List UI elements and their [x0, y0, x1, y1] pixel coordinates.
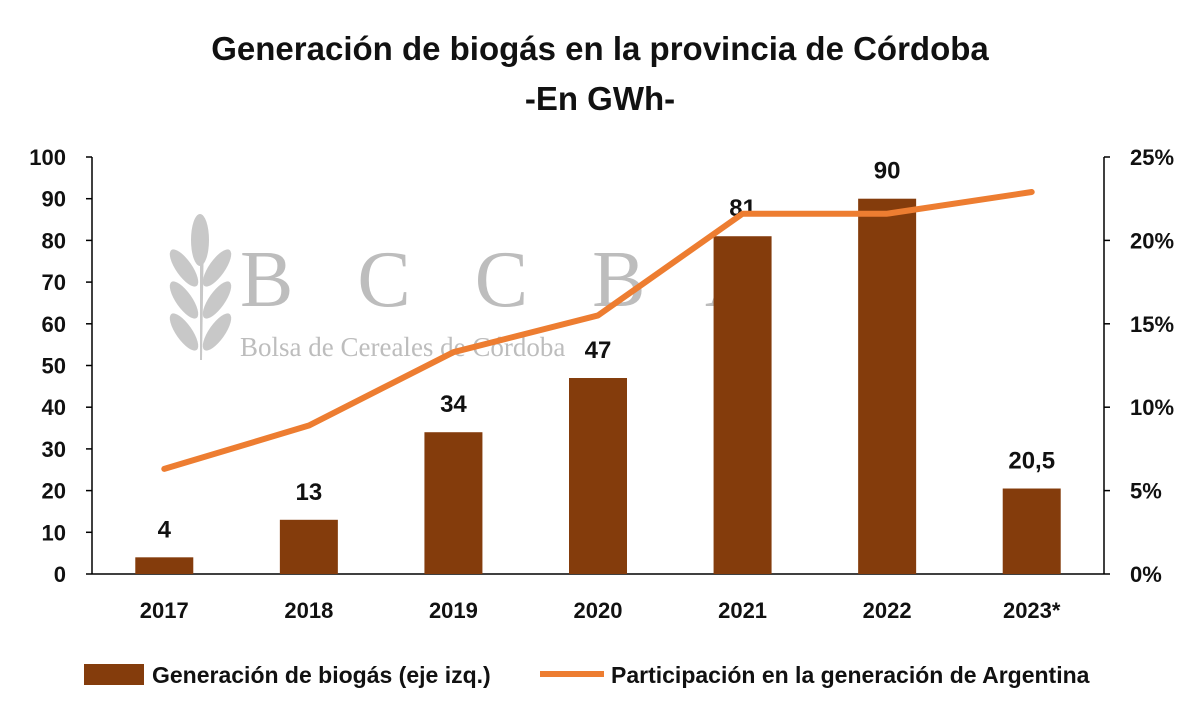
right-axis-tick-label: 0%: [1130, 562, 1162, 587]
x-axis-tick-label: 2018: [284, 598, 333, 623]
legend-label-line: Participación en la generación de Argent…: [611, 662, 1090, 688]
left-axis-tick-label: 40: [42, 395, 66, 420]
left-axis-tick-label: 90: [42, 187, 66, 212]
x-axis-tick-label: 2021: [718, 598, 767, 623]
left-axis-tick-label: 100: [29, 145, 66, 170]
legend-label-bars: Generación de biogás (eje izq.): [152, 662, 491, 688]
left-axis-tick-label: 80: [42, 228, 66, 253]
x-axis-tick-label: 2020: [574, 598, 623, 623]
right-axis-tick-label: 15%: [1130, 312, 1174, 337]
bar-2019: [424, 432, 483, 574]
right-axis-tick-label: 5%: [1130, 479, 1162, 504]
x-axis-tick-label: 2022: [863, 598, 912, 623]
watermark-name: B C C B A: [240, 236, 785, 324]
bar-2021: [713, 236, 772, 575]
left-axis-tick-label: 10: [42, 520, 66, 545]
watermark-logo: B C C B A Bolsa de Cereales de Córdoba: [169, 214, 785, 362]
chart-title: Generación de biogás en la provincia de …: [211, 30, 989, 67]
x-axis-tick-label: 2017: [140, 598, 189, 623]
bar-2020: [569, 378, 627, 574]
bar-2022: [858, 198, 917, 574]
left-axis-tick-label: 70: [42, 270, 66, 295]
chart-subtitle: -En GWh-: [524, 80, 676, 117]
right-axis-tick-label: 10%: [1130, 395, 1174, 420]
wheat-icon: [169, 214, 232, 360]
bar-data-label: 90: [874, 158, 901, 185]
bar-data-label: 13: [296, 479, 323, 506]
bar-2023*: [1002, 488, 1061, 574]
left-axis-tick-label: 30: [42, 437, 66, 462]
bar-2017: [135, 557, 194, 574]
legend-swatch-bars: [84, 664, 144, 685]
left-axis-tick-label: 20: [42, 479, 66, 504]
bar-data-label: 20,5: [1008, 448, 1055, 475]
left-axis-tick-label: 60: [42, 312, 66, 337]
legend: Generación de biogás (eje izq.) Particip…: [84, 662, 1090, 688]
bar-2018: [279, 519, 338, 574]
right-axis-tick-label: 25%: [1130, 145, 1174, 170]
right-axis-tick-label: 20%: [1130, 228, 1174, 253]
left-axis-tick-label: 0: [54, 562, 66, 587]
x-axis-tick-label: 2023*: [1003, 598, 1061, 623]
bar-data-label: 4: [158, 516, 172, 543]
bar-data-label: 47: [585, 337, 612, 364]
bar-data-label: 34: [440, 391, 467, 418]
x-axis-tick-label: 2019: [429, 598, 478, 623]
line-participacion: [161, 189, 1035, 472]
left-axis-tick-label: 50: [42, 354, 66, 379]
